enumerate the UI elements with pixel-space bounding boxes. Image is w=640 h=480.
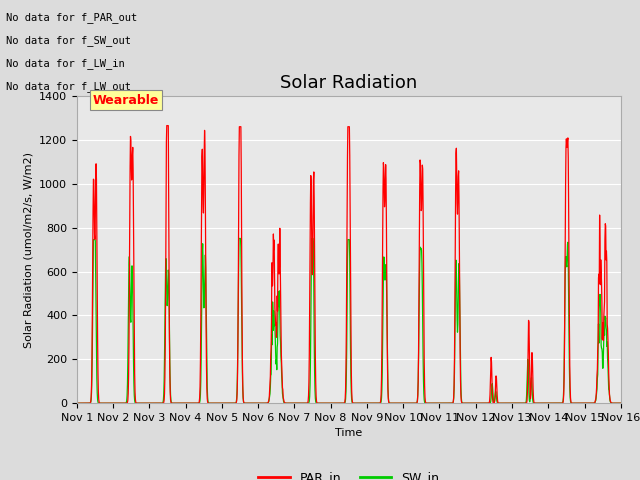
- PAR_in: [505, 400, 513, 406]
- PAR_in: [181, 400, 189, 406]
- SW_in: [73, 400, 81, 406]
- Text: No data for f_SW_out: No data for f_SW_out: [6, 35, 131, 46]
- PAR_in: [508, 400, 516, 406]
- Text: No data for f_LW_out: No data for f_LW_out: [6, 81, 131, 92]
- Text: Wearable: Wearable: [93, 94, 159, 107]
- SW_in: [434, 400, 442, 406]
- X-axis label: Time: Time: [335, 429, 362, 438]
- PAR_in: [553, 400, 561, 406]
- PAR_in: [163, 123, 171, 129]
- SW_in: [545, 400, 552, 406]
- PAR_in: [195, 400, 202, 406]
- Text: No data for f_PAR_out: No data for f_PAR_out: [6, 12, 138, 23]
- PAR_in: [434, 400, 442, 406]
- Legend: PAR_in, SW_in: PAR_in, SW_in: [253, 466, 444, 480]
- SW_in: [194, 400, 202, 406]
- Line: PAR_in: PAR_in: [77, 126, 621, 403]
- SW_in: [180, 400, 188, 406]
- SW_in: [617, 400, 625, 406]
- PAR_in: [617, 400, 625, 406]
- SW_in: [505, 400, 513, 406]
- SW_in: [235, 236, 243, 241]
- SW_in: [553, 400, 561, 406]
- SW_in: [255, 400, 263, 406]
- PAR_in: [255, 400, 263, 406]
- PAR_in: [73, 400, 81, 406]
- Y-axis label: Solar Radiation (umol/m2/s, W/m2): Solar Radiation (umol/m2/s, W/m2): [24, 152, 33, 348]
- Title: Solar Radiation: Solar Radiation: [280, 73, 417, 92]
- Line: SW_in: SW_in: [77, 239, 621, 403]
- Text: No data for f_LW_in: No data for f_LW_in: [6, 58, 125, 69]
